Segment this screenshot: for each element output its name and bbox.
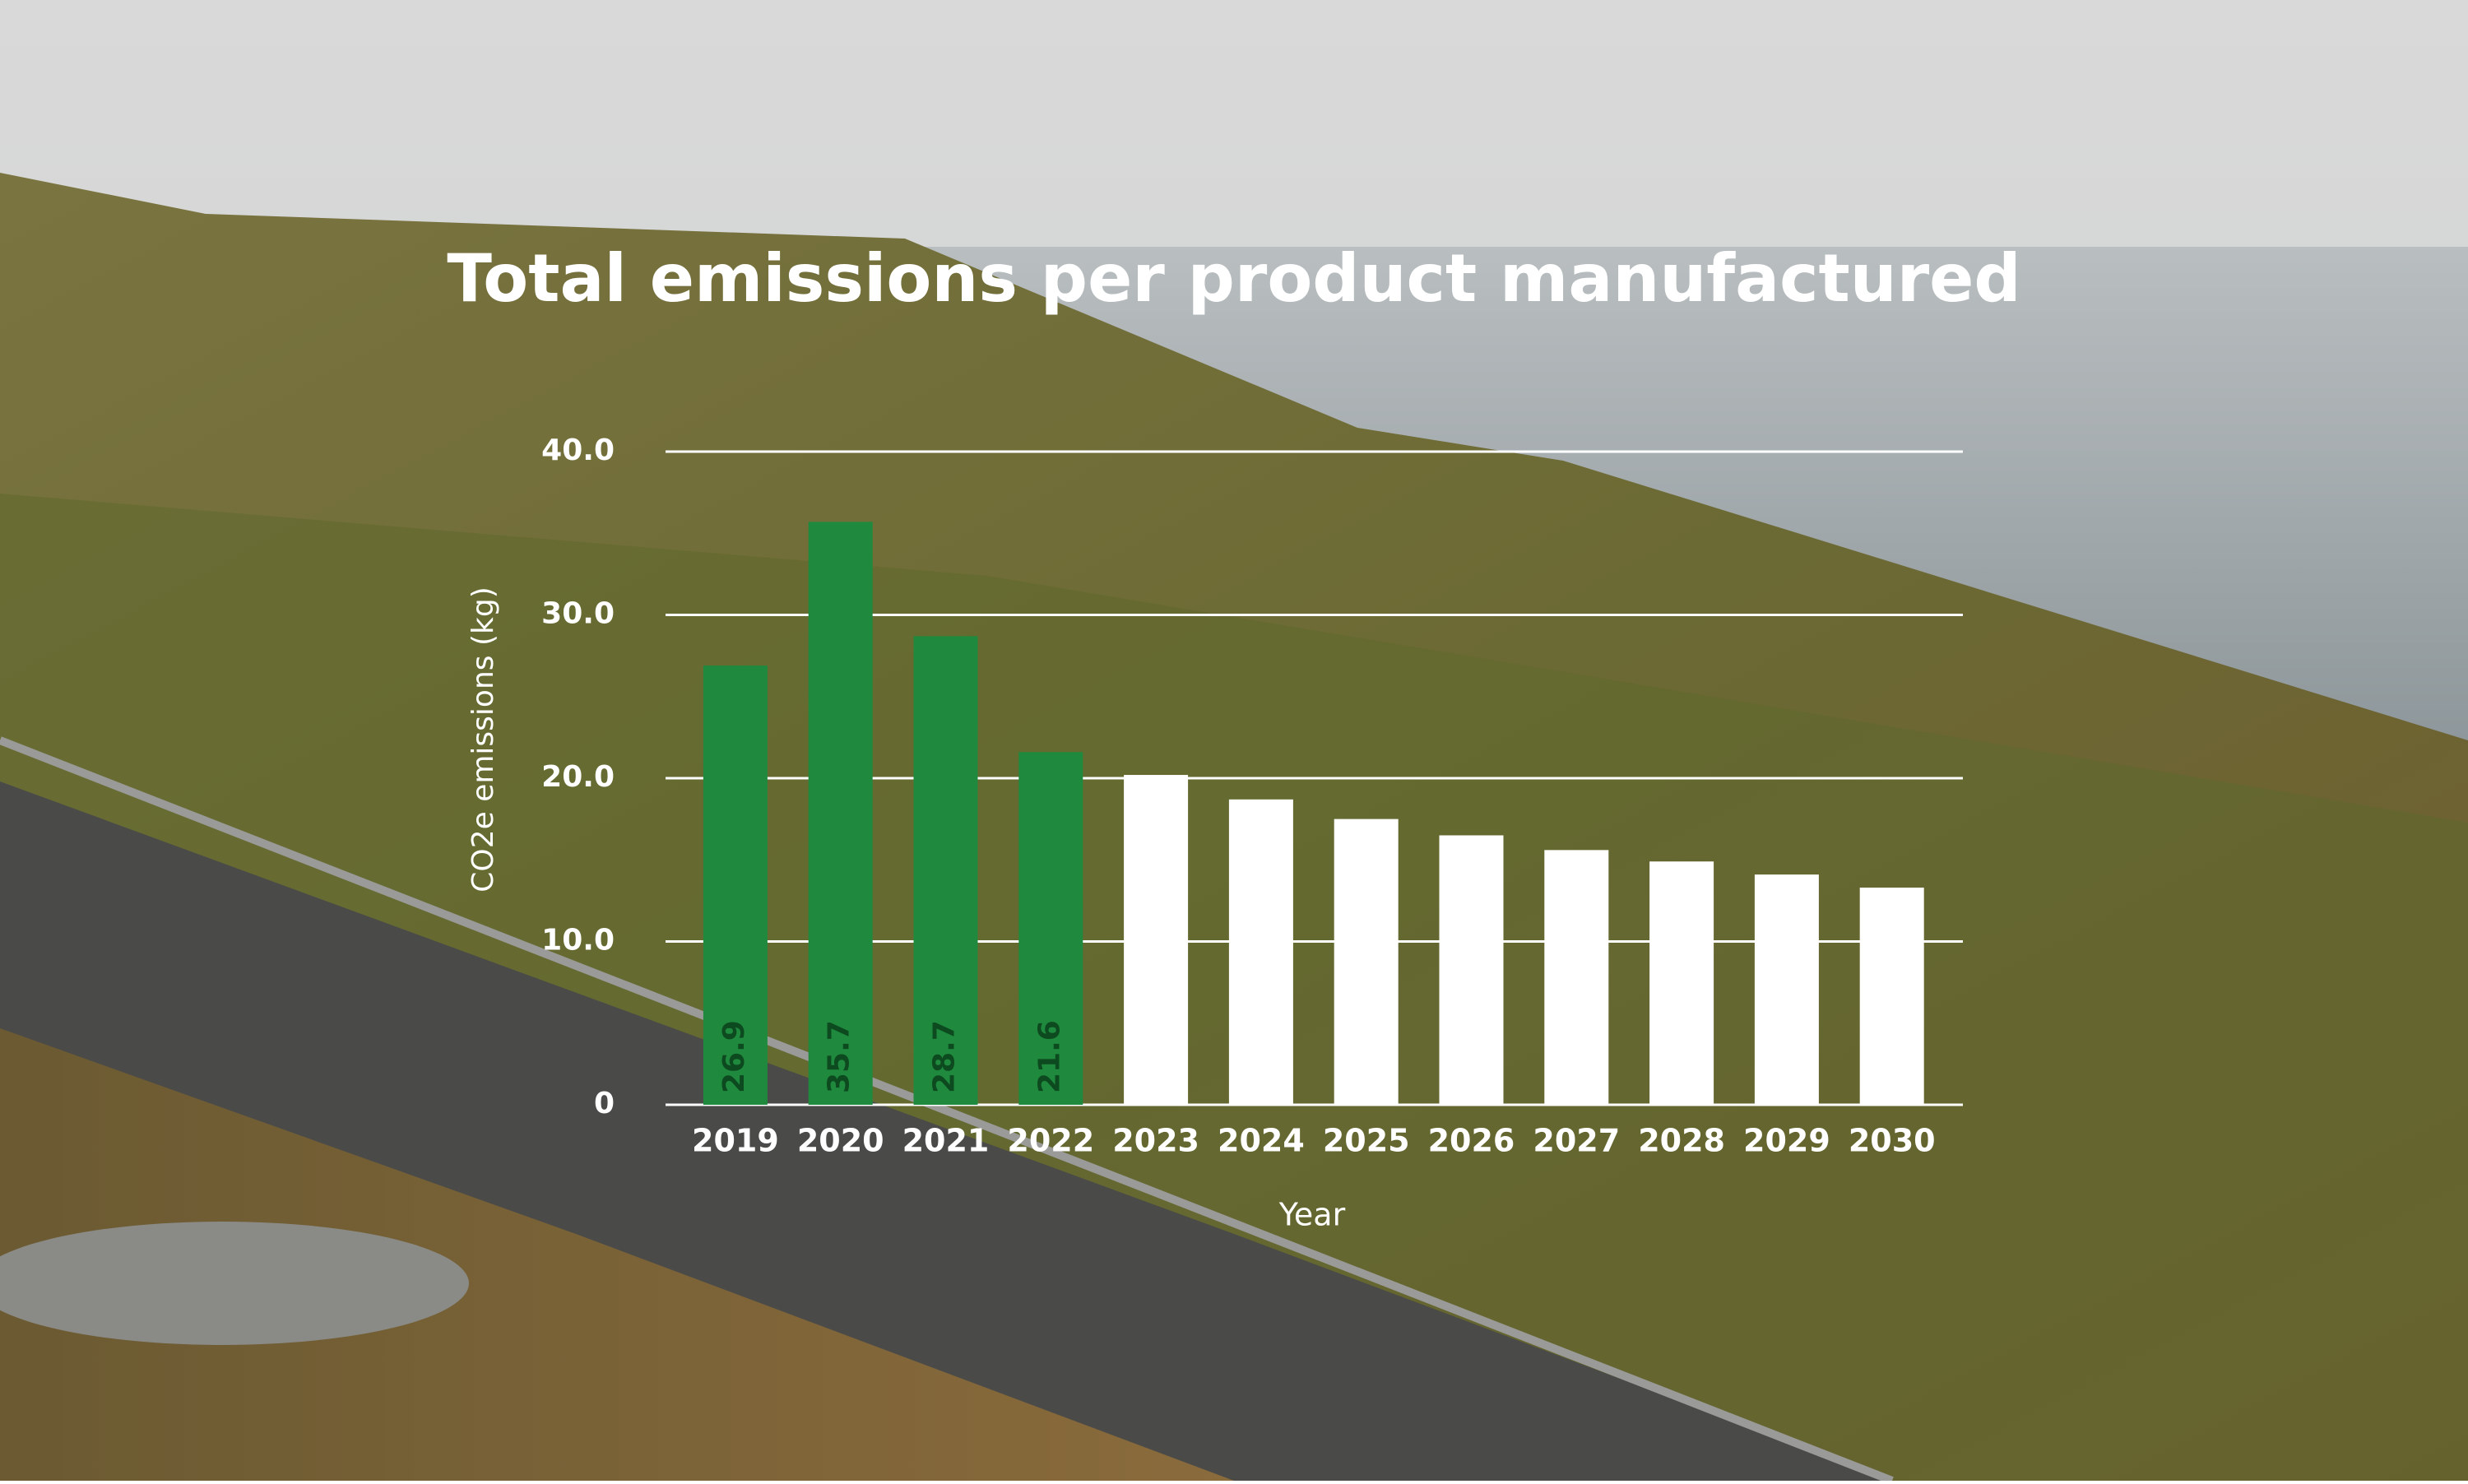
data-label: 26.9 [717, 1020, 751, 1093]
bar [1649, 861, 1714, 1105]
bar [1124, 775, 1189, 1105]
y-tick-label: 20.0 [541, 760, 615, 794]
x-tick-label: 2027 [1533, 1123, 1620, 1159]
x-tick-label: 2025 [1323, 1123, 1410, 1159]
bar [1018, 752, 1083, 1105]
bar [1439, 835, 1504, 1105]
data-label: 28.7 [928, 1020, 962, 1093]
x-axis-label: Year [1278, 1197, 1346, 1233]
y-tick-label: 40.0 [541, 434, 615, 467]
x-tick-label: 2029 [1743, 1123, 1830, 1159]
data-label: 21.6 [1032, 1020, 1066, 1093]
x-tick-label: 2030 [1849, 1123, 1936, 1159]
x-tick-label: 2022 [1007, 1123, 1094, 1159]
data-label: 35.7 [823, 1020, 856, 1093]
bar [1754, 874, 1819, 1105]
bar [808, 522, 873, 1105]
y-tick-label: 30.0 [541, 597, 615, 631]
x-tick-label: 2023 [1112, 1123, 1199, 1159]
bar [1228, 799, 1293, 1105]
bar [1544, 850, 1609, 1105]
x-tick-label: 2024 [1218, 1123, 1305, 1159]
y-tick-label: 0 [594, 1087, 615, 1120]
y-tick-label: 10.0 [541, 924, 615, 958]
bar [1334, 819, 1399, 1105]
x-tick-label: 2026 [1428, 1123, 1515, 1159]
x-tick-label: 2028 [1638, 1123, 1725, 1159]
x-tick-label: 2020 [797, 1123, 884, 1159]
y-axis-label: CO2e emissions (kg) [466, 587, 500, 893]
bar [703, 665, 768, 1105]
bar [913, 636, 978, 1105]
x-tick-label: 2019 [692, 1123, 779, 1159]
bar [1859, 887, 1924, 1105]
chart-title: Total emissions per product manufactured [447, 240, 2020, 317]
x-tick-label: 2021 [902, 1123, 990, 1159]
